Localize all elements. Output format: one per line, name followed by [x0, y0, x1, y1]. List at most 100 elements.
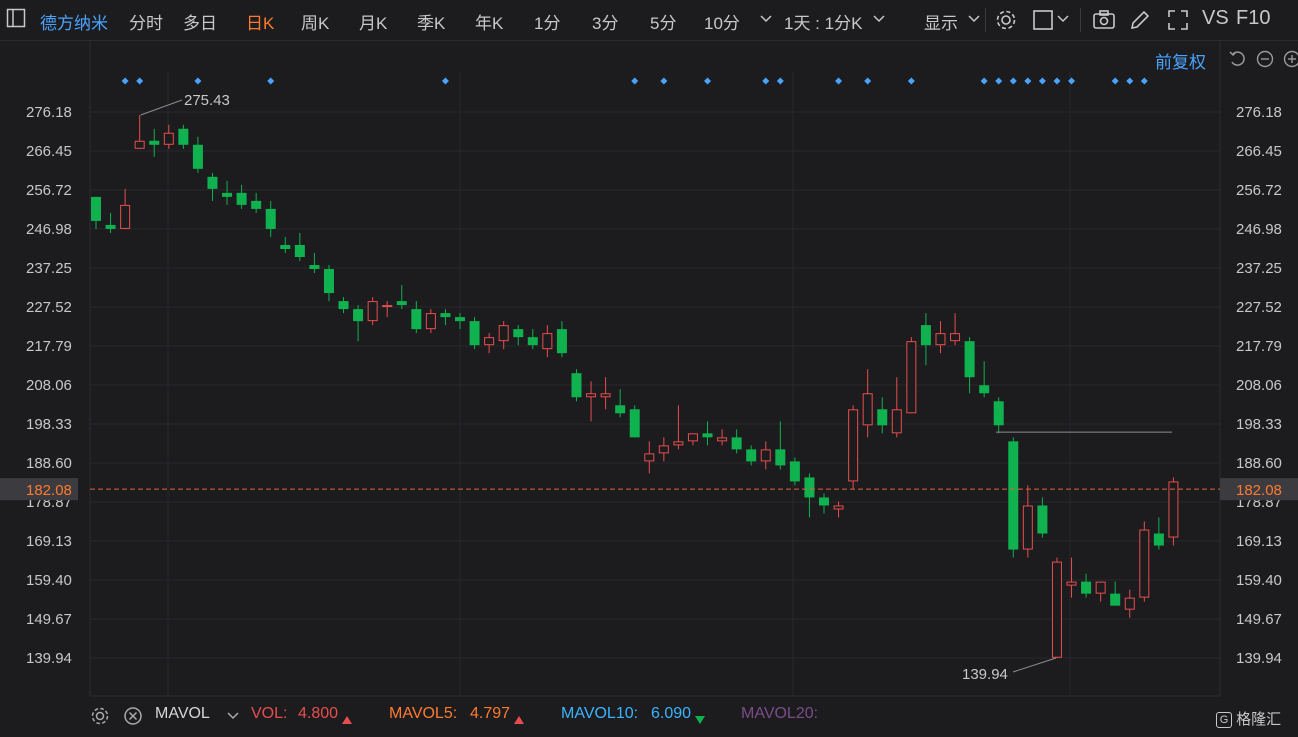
tab-2[interactable]: 日K	[246, 14, 275, 33]
candle-body	[1037, 505, 1048, 534]
candle-body	[731, 437, 742, 450]
candle	[731, 429, 742, 454]
chevron-down-icon[interactable]	[759, 12, 773, 26]
mavol20-label: MAVOL20:	[741, 705, 819, 722]
candle-body	[644, 453, 655, 462]
candle	[222, 180, 233, 205]
tab-4[interactable]: 月K	[359, 14, 388, 33]
signal-marker	[1140, 77, 1148, 85]
candle	[993, 397, 1004, 434]
candle-body	[163, 132, 174, 145]
tab-7[interactable]: 1分	[534, 14, 561, 33]
candle-body	[542, 333, 553, 350]
candle-body	[993, 401, 1004, 426]
period-select[interactable]: 1天 : 1分K	[784, 14, 863, 33]
candle-body	[120, 204, 131, 229]
up-triangle-icon	[514, 711, 524, 729]
f10-button[interactable]: F10	[1236, 7, 1271, 29]
adjust-mode-button[interactable]: 前复权	[1155, 53, 1206, 72]
price-tick-left: 149.67	[26, 611, 72, 628]
indicator-close-icon[interactable]	[123, 706, 143, 731]
candle-body	[935, 333, 946, 346]
candle	[1051, 557, 1062, 658]
candle-body	[1008, 441, 1019, 550]
tab-0[interactable]: 分时	[129, 14, 163, 33]
indicator-name[interactable]: MAVOL	[155, 705, 210, 722]
price-tick-right: 139.94	[1236, 650, 1282, 667]
color-square-icon[interactable]	[1032, 8, 1056, 32]
camera-icon[interactable]	[1092, 8, 1116, 32]
candle	[280, 236, 291, 253]
tab-9[interactable]: 5分	[650, 14, 677, 33]
candle-body	[571, 373, 582, 398]
price-tick-right: 208.06	[1236, 377, 1282, 394]
signal-marker	[1068, 77, 1076, 85]
signal-marker	[864, 77, 872, 85]
candle-body	[615, 405, 626, 414]
zoom-in-icon[interactable]	[1283, 50, 1298, 68]
candle	[425, 309, 436, 334]
candle	[717, 429, 728, 446]
signal-marker	[995, 77, 1003, 85]
candle-body	[105, 224, 116, 229]
price-tick-left: 246.98	[26, 221, 72, 238]
tab-10[interactable]: 10分	[704, 14, 740, 33]
candle-body	[149, 140, 160, 145]
candle	[833, 501, 844, 518]
price-tick-left: 188.60	[26, 455, 72, 472]
zoom-out-icon[interactable]	[1256, 50, 1274, 68]
pencil-icon[interactable]	[1128, 8, 1152, 32]
candle	[484, 333, 495, 354]
candle-body	[1022, 505, 1033, 550]
vol-label: VOL:	[251, 705, 288, 722]
fullscreen-icon[interactable]	[1166, 8, 1190, 32]
price-tick-right: 237.25	[1236, 260, 1282, 277]
candle-body	[1051, 561, 1062, 658]
candle	[411, 301, 422, 334]
chevron-down-icon[interactable]	[872, 12, 886, 26]
candle	[586, 381, 597, 422]
price-tick-left: 256.72	[26, 182, 72, 199]
candle-body	[411, 309, 422, 330]
price-tick-right: 266.45	[1236, 143, 1282, 160]
candle-body	[309, 265, 320, 270]
sidebar-toggle-icon[interactable]	[6, 8, 26, 28]
chevron-down-icon[interactable]	[1056, 12, 1070, 26]
chart-grid	[89, 40, 1221, 697]
candle-body	[1066, 581, 1077, 586]
tab-1[interactable]: 多日	[183, 14, 217, 33]
candle	[251, 192, 262, 213]
tab-5[interactable]: 季K	[417, 14, 446, 33]
candle	[178, 124, 189, 149]
candle-body	[862, 393, 873, 426]
candle-body	[1081, 581, 1092, 594]
candle-body	[1124, 597, 1135, 610]
vs-button[interactable]: VS	[1202, 7, 1229, 29]
tab-3[interactable]: 周K	[301, 14, 330, 33]
candle	[979, 361, 990, 398]
chevron-down-icon[interactable]	[967, 12, 981, 26]
chevron-down-icon[interactable]	[226, 709, 240, 728]
price-axis-right: 276.18 266.45 256.72 246.98 237.25 227.52 217.…	[1220, 104, 1298, 667]
candle-body	[1139, 529, 1150, 598]
candle	[309, 252, 320, 274]
candle	[702, 421, 713, 446]
candle-body	[440, 313, 451, 318]
tab-6[interactable]: 年K	[475, 14, 504, 33]
candle	[382, 301, 393, 318]
indicator-settings-icon[interactable]	[90, 706, 110, 731]
brand-name: 格隆汇	[1236, 711, 1282, 728]
settings-gear-icon[interactable]	[994, 8, 1018, 32]
candle-body	[513, 329, 524, 338]
price-tick-right: 227.52	[1236, 299, 1282, 316]
candle	[920, 313, 931, 366]
candle	[819, 493, 829, 514]
candle-body	[425, 313, 436, 330]
price-tick-right: 246.98	[1236, 221, 1282, 238]
display-menu[interactable]: 显示	[924, 14, 958, 33]
price-tick-right: 217.79	[1236, 338, 1282, 355]
tab-8[interactable]: 3分	[592, 14, 619, 33]
reset-icon[interactable]	[1228, 50, 1246, 68]
stock-name[interactable]: 德方纳米	[40, 14, 108, 33]
